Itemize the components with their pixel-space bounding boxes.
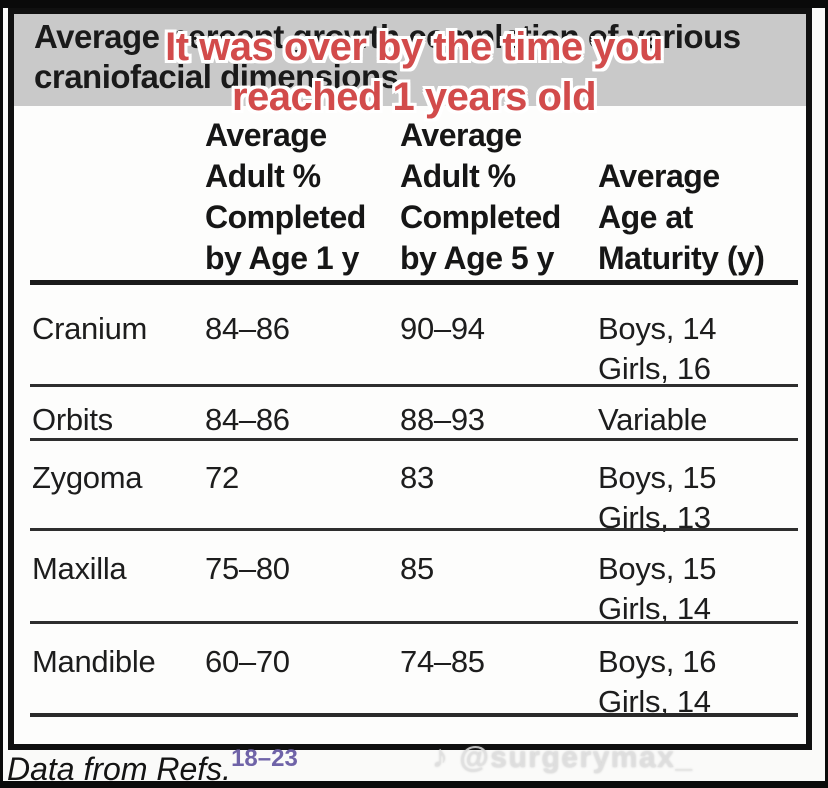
header-age1-column: Average Adult % Completed by Age 1 y xyxy=(205,115,400,279)
age5-value: 90–94 xyxy=(400,311,485,346)
maturity-line: Variable xyxy=(598,402,708,437)
table-bottom-rule xyxy=(30,713,798,717)
maturity-value: Boys, 14 Girls, 16 xyxy=(598,285,798,389)
table-row-cranium: Cranium 84–86 90–94 Boys, 14 Girls, 16 xyxy=(14,285,806,386)
row-label: Zygoma xyxy=(32,460,143,495)
age5-value: 74–85 xyxy=(400,644,485,679)
age5-value: 83 xyxy=(400,460,434,495)
table-title-bar: Average percent growth completion of var… xyxy=(14,14,806,106)
music-note-icon: ♪ xyxy=(432,738,450,774)
age5-value: 85 xyxy=(400,551,434,586)
maturity-line: Girls, 16 xyxy=(598,351,711,386)
header-line: Average xyxy=(598,158,720,194)
video-frame-bottom-edge xyxy=(0,781,828,784)
table-title-line1: Average percent growth completion of var… xyxy=(34,18,741,55)
header-line: Completed xyxy=(400,199,561,235)
maturity-value: Boys, 15 Girls, 13 xyxy=(598,441,798,538)
header-maturity-column: Average Age at Maturity (y) xyxy=(598,156,798,279)
craniofacial-growth-table: Average percent growth completion of var… xyxy=(8,8,812,750)
header-line: Average xyxy=(205,117,327,153)
watermark: ♪ @surgerymax_ xyxy=(432,738,694,775)
header-line: Adult % xyxy=(400,158,516,194)
table-row-maxilla: Maxilla 75–80 85 Boys, 15 Girls, 14 xyxy=(14,531,806,626)
header-line: Maturity (y) xyxy=(598,240,765,276)
header-line: by Age 1 y xyxy=(205,240,359,276)
row-label: Mandible xyxy=(32,644,156,679)
maturity-line: Boys, 16 xyxy=(598,644,717,679)
header-line: Completed xyxy=(205,199,366,235)
age1-value: 84–86 xyxy=(205,311,290,346)
maturity-line: Boys, 15 xyxy=(598,460,717,495)
header-line: Age at xyxy=(598,199,693,235)
watermark-handle: @surgerymax_ xyxy=(459,741,694,774)
footnote-reference-numbers: 18–23 xyxy=(231,745,298,772)
header-rule xyxy=(30,280,798,285)
table-row-zygoma: Zygoma 72 83 Boys, 15 Girls, 13 xyxy=(14,441,806,535)
header-age5-column: Average Adult % Completed by Age 5 y xyxy=(400,115,598,279)
header-line: Adult % xyxy=(205,158,321,194)
maturity-line: Boys, 14 xyxy=(598,311,717,346)
row-divider xyxy=(30,384,798,387)
table-title-line2: craniofacial dimensions xyxy=(34,58,399,95)
header-line: Average xyxy=(400,117,522,153)
table-header-row: Average Adult % Completed by Age 1 y Ave… xyxy=(14,106,806,280)
age1-value: 72 xyxy=(205,460,239,495)
row-label: Orbits xyxy=(32,402,113,437)
table-row-mandible: Mandible 60–70 74–85 Boys, 16 Girls, 14 xyxy=(14,624,806,719)
maturity-line: Boys, 15 xyxy=(598,551,717,586)
age1-value: 84–86 xyxy=(205,402,290,437)
row-label: Cranium xyxy=(32,311,148,346)
header-line: by Age 5 y xyxy=(400,240,554,276)
age5-value: 88–93 xyxy=(400,402,485,437)
table-row-orbits: Orbits 84–86 88–93 Variable xyxy=(14,387,806,438)
maturity-value: Boys, 15 Girls, 14 xyxy=(598,531,798,629)
row-divider xyxy=(30,438,798,441)
age1-value: 75–80 xyxy=(205,551,290,586)
row-divider xyxy=(30,621,798,624)
row-label: Maxilla xyxy=(32,551,127,586)
age1-value: 60–70 xyxy=(205,644,290,679)
maturity-value: Boys, 16 Girls, 14 xyxy=(598,624,798,722)
row-divider xyxy=(30,528,798,531)
maturity-value: Variable xyxy=(598,387,798,440)
maturity-line: Girls, 14 xyxy=(598,591,711,626)
paper-background: Average percent growth completion of var… xyxy=(3,8,825,787)
